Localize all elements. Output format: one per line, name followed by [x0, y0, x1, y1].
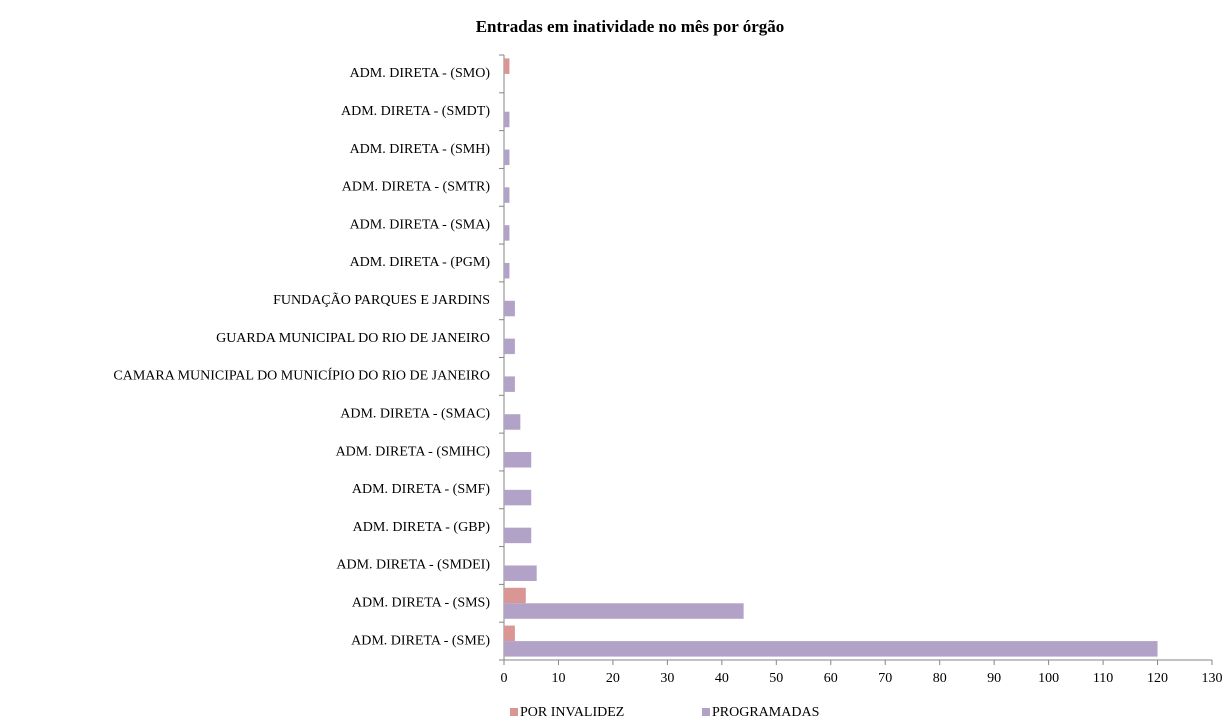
bar	[504, 338, 515, 355]
x-tick-label: 40	[715, 671, 729, 686]
bar	[504, 625, 515, 642]
y-tick-label: FUNDAÇÃO PARQUES E JARDINS	[273, 292, 490, 308]
bar	[504, 565, 537, 581]
bar	[504, 187, 510, 203]
x-tick-label: 120	[1147, 671, 1168, 686]
bar	[504, 587, 526, 604]
bar	[504, 603, 744, 619]
y-tick-label: ADM. DIRETA - (SMH)	[350, 142, 491, 157]
x-tick-label: 70	[878, 671, 892, 686]
legend-swatch	[702, 708, 710, 716]
bar	[504, 414, 521, 430]
y-tick-label: ADM. DIRETA - (SMAC)	[340, 406, 490, 421]
y-tick-label: ADM. DIRETA - (SME)	[351, 633, 490, 648]
x-tick-label: 110	[1093, 671, 1113, 686]
bar	[504, 527, 532, 544]
y-tick-label: ADM. DIRETA - (SMDEI)	[336, 558, 490, 573]
legend-swatch	[510, 708, 518, 716]
bar	[504, 149, 510, 166]
bar	[504, 58, 510, 74]
x-tick-label: 30	[660, 671, 674, 686]
chart-title: Entradas em inatividade no mês por órgão	[476, 17, 785, 36]
y-tick-label: ADM. DIRETA - (GBP)	[353, 520, 491, 535]
legend-label: PROGRAMADAS	[712, 705, 819, 720]
x-tick-label: 100	[1038, 671, 1059, 686]
y-tick-label: ADM. DIRETA - (SMS)	[352, 596, 490, 611]
y-tick-label: ADM. DIRETA - (SMA)	[350, 217, 491, 232]
x-tick-label: 50	[769, 671, 783, 686]
x-tick-label: 10	[551, 671, 565, 686]
y-tick-label: ADM. DIRETA - (SMO)	[350, 66, 491, 81]
bar	[504, 641, 1158, 657]
bar	[504, 262, 510, 279]
y-tick-label: ADM. DIRETA - (SMTR)	[342, 180, 491, 195]
x-tick-label: 130	[1202, 671, 1223, 686]
x-tick-label: 0	[501, 671, 508, 686]
y-tick-label: ADM. DIRETA - (SMIHC)	[336, 444, 491, 459]
y-tick-label: GUARDA MUNICIPAL DO RIO DE JANEIRO	[216, 331, 490, 346]
bar	[504, 452, 532, 468]
bar	[504, 111, 510, 128]
x-tick-label: 90	[987, 671, 1001, 686]
y-tick-label: ADM. DIRETA - (SMF)	[352, 482, 490, 497]
bar	[504, 376, 515, 392]
bar	[504, 225, 510, 241]
y-tick-label: CAMARA MUNICIPAL DO MUNICÍPIO DO RIO DE …	[113, 367, 490, 384]
y-tick-label: ADM. DIRETA - (SMDT)	[341, 104, 490, 119]
bar	[504, 489, 532, 506]
x-tick-label: 60	[824, 671, 838, 686]
x-tick-label: 80	[933, 671, 947, 686]
y-tick-label: ADM. DIRETA - (PGM)	[350, 255, 491, 270]
bar	[504, 300, 515, 317]
x-tick-label: 20	[606, 671, 620, 686]
legend-label: POR INVALIDEZ	[520, 705, 624, 720]
